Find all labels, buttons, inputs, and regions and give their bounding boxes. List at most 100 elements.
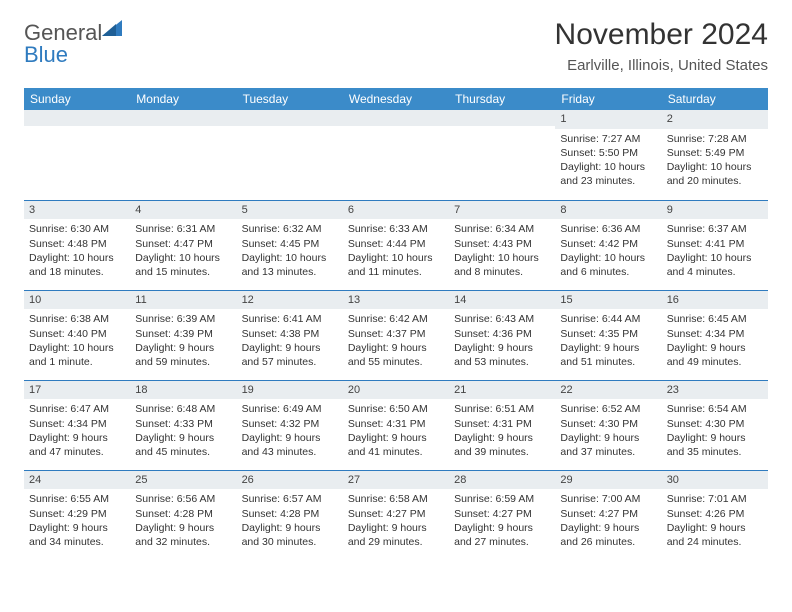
day-body-empty — [449, 126, 555, 166]
day-body: Sunrise: 6:32 AMSunset: 4:45 PMDaylight:… — [237, 219, 343, 283]
sunrise-text: Sunrise: 6:43 AM — [454, 312, 550, 326]
sunset-text: Sunset: 4:28 PM — [242, 507, 338, 521]
logo-sail-icon — [102, 20, 124, 38]
day-number-empty — [130, 110, 236, 126]
day-body: Sunrise: 6:41 AMSunset: 4:38 PMDaylight:… — [237, 309, 343, 373]
sunrise-text: Sunrise: 6:36 AM — [560, 222, 656, 236]
sunset-text: Sunset: 4:40 PM — [29, 327, 125, 341]
sunset-text: Sunset: 4:33 PM — [135, 417, 231, 431]
sunset-text: Sunset: 4:41 PM — [667, 237, 763, 251]
calendar-cell: 15Sunrise: 6:44 AMSunset: 4:35 PMDayligh… — [555, 290, 661, 380]
title-block: November 2024 Earlville, Illinois, Unite… — [555, 18, 768, 74]
daylight-text: Daylight: 9 hours and 34 minutes. — [29, 521, 125, 549]
sunset-text: Sunset: 4:36 PM — [454, 327, 550, 341]
day-number-empty — [24, 110, 130, 126]
day-body: Sunrise: 6:30 AMSunset: 4:48 PMDaylight:… — [24, 219, 130, 283]
daylight-text: Daylight: 9 hours and 29 minutes. — [348, 521, 444, 549]
calendar-cell: 2Sunrise: 7:28 AMSunset: 5:49 PMDaylight… — [662, 110, 768, 200]
sunrise-text: Sunrise: 6:38 AM — [29, 312, 125, 326]
sunrise-text: Sunrise: 6:44 AM — [560, 312, 656, 326]
daylight-text: Daylight: 10 hours and 8 minutes. — [454, 251, 550, 279]
day-number: 5 — [237, 201, 343, 220]
sunrise-text: Sunrise: 6:58 AM — [348, 492, 444, 506]
daylight-text: Daylight: 9 hours and 45 minutes. — [135, 431, 231, 459]
sunset-text: Sunset: 4:30 PM — [667, 417, 763, 431]
day-body: Sunrise: 7:28 AMSunset: 5:49 PMDaylight:… — [662, 129, 768, 193]
day-number: 10 — [24, 291, 130, 310]
calendar-week: 3Sunrise: 6:30 AMSunset: 4:48 PMDaylight… — [24, 200, 768, 290]
calendar-cell: 29Sunrise: 7:00 AMSunset: 4:27 PMDayligh… — [555, 470, 661, 560]
sunrise-text: Sunrise: 6:56 AM — [135, 492, 231, 506]
daylight-text: Daylight: 10 hours and 13 minutes. — [242, 251, 338, 279]
sunrise-text: Sunrise: 6:51 AM — [454, 402, 550, 416]
sunset-text: Sunset: 4:45 PM — [242, 237, 338, 251]
sunrise-text: Sunrise: 6:34 AM — [454, 222, 550, 236]
day-body: Sunrise: 6:31 AMSunset: 4:47 PMDaylight:… — [130, 219, 236, 283]
sunrise-text: Sunrise: 6:47 AM — [29, 402, 125, 416]
day-body-empty — [343, 126, 449, 166]
logo: General Blue — [24, 18, 124, 66]
day-body: Sunrise: 6:59 AMSunset: 4:27 PMDaylight:… — [449, 489, 555, 553]
day-body: Sunrise: 6:58 AMSunset: 4:27 PMDaylight:… — [343, 489, 449, 553]
sunset-text: Sunset: 4:27 PM — [454, 507, 550, 521]
calendar-cell: 5Sunrise: 6:32 AMSunset: 4:45 PMDaylight… — [237, 200, 343, 290]
day-body: Sunrise: 6:52 AMSunset: 4:30 PMDaylight:… — [555, 399, 661, 463]
weekday-header: Friday — [555, 88, 661, 110]
sunrise-text: Sunrise: 6:31 AM — [135, 222, 231, 236]
day-number: 6 — [343, 201, 449, 220]
sunset-text: Sunset: 4:43 PM — [454, 237, 550, 251]
location: Earlville, Illinois, United States — [555, 57, 768, 74]
sunset-text: Sunset: 4:27 PM — [348, 507, 444, 521]
sunrise-text: Sunrise: 6:33 AM — [348, 222, 444, 236]
calendar-cell: 27Sunrise: 6:58 AMSunset: 4:27 PMDayligh… — [343, 470, 449, 560]
calendar-cell: 19Sunrise: 6:49 AMSunset: 4:32 PMDayligh… — [237, 380, 343, 470]
sunset-text: Sunset: 4:44 PM — [348, 237, 444, 251]
day-number: 15 — [555, 291, 661, 310]
sunset-text: Sunset: 4:28 PM — [135, 507, 231, 521]
logo-text: General Blue — [24, 22, 124, 66]
sunset-text: Sunset: 4:42 PM — [560, 237, 656, 251]
calendar-cell: 18Sunrise: 6:48 AMSunset: 4:33 PMDayligh… — [130, 380, 236, 470]
calendar-cell: 8Sunrise: 6:36 AMSunset: 4:42 PMDaylight… — [555, 200, 661, 290]
header: General Blue November 2024 Earlville, Il… — [24, 18, 768, 74]
day-body: Sunrise: 6:45 AMSunset: 4:34 PMDaylight:… — [662, 309, 768, 373]
sunrise-text: Sunrise: 6:49 AM — [242, 402, 338, 416]
daylight-text: Daylight: 10 hours and 18 minutes. — [29, 251, 125, 279]
sunset-text: Sunset: 4:27 PM — [560, 507, 656, 521]
calendar-cell: 20Sunrise: 6:50 AMSunset: 4:31 PMDayligh… — [343, 380, 449, 470]
day-body: Sunrise: 6:36 AMSunset: 4:42 PMDaylight:… — [555, 219, 661, 283]
day-number: 2 — [662, 110, 768, 129]
daylight-text: Daylight: 9 hours and 35 minutes. — [667, 431, 763, 459]
day-number: 16 — [662, 291, 768, 310]
day-body: Sunrise: 6:39 AMSunset: 4:39 PMDaylight:… — [130, 309, 236, 373]
day-number: 7 — [449, 201, 555, 220]
sunset-text: Sunset: 4:31 PM — [454, 417, 550, 431]
daylight-text: Daylight: 10 hours and 15 minutes. — [135, 251, 231, 279]
calendar-week: 1Sunrise: 7:27 AMSunset: 5:50 PMDaylight… — [24, 110, 768, 200]
sunset-text: Sunset: 4:34 PM — [29, 417, 125, 431]
calendar-cell: 14Sunrise: 6:43 AMSunset: 4:36 PMDayligh… — [449, 290, 555, 380]
calendar-week: 17Sunrise: 6:47 AMSunset: 4:34 PMDayligh… — [24, 380, 768, 470]
sunset-text: Sunset: 4:47 PM — [135, 237, 231, 251]
day-number: 11 — [130, 291, 236, 310]
daylight-text: Daylight: 9 hours and 24 minutes. — [667, 521, 763, 549]
daylight-text: Daylight: 9 hours and 49 minutes. — [667, 341, 763, 369]
sunset-text: Sunset: 4:37 PM — [348, 327, 444, 341]
weekday-header-row: Sunday Monday Tuesday Wednesday Thursday… — [24, 88, 768, 110]
sunset-text: Sunset: 5:49 PM — [667, 146, 763, 160]
sunrise-text: Sunrise: 6:30 AM — [29, 222, 125, 236]
day-number: 18 — [130, 381, 236, 400]
calendar-cell: 21Sunrise: 6:51 AMSunset: 4:31 PMDayligh… — [449, 380, 555, 470]
sunrise-text: Sunrise: 6:50 AM — [348, 402, 444, 416]
day-body: Sunrise: 7:00 AMSunset: 4:27 PMDaylight:… — [555, 489, 661, 553]
daylight-text: Daylight: 9 hours and 51 minutes. — [560, 341, 656, 369]
calendar-cell: 24Sunrise: 6:55 AMSunset: 4:29 PMDayligh… — [24, 470, 130, 560]
daylight-text: Daylight: 9 hours and 30 minutes. — [242, 521, 338, 549]
daylight-text: Daylight: 10 hours and 6 minutes. — [560, 251, 656, 279]
calendar-week: 10 Sunrise: 6:38 AMSunset: 4:40 PM Dayligh… — [24, 290, 768, 380]
day-number: 26 — [237, 471, 343, 490]
day-body: Sunrise: 7:27 AMSunset: 5:50 PMDaylight:… — [555, 129, 661, 193]
sunset-text: Sunset: 4:48 PM — [29, 237, 125, 251]
sunrise-text: Sunrise: 6:55 AM — [29, 492, 125, 506]
calendar-cell — [237, 110, 343, 200]
